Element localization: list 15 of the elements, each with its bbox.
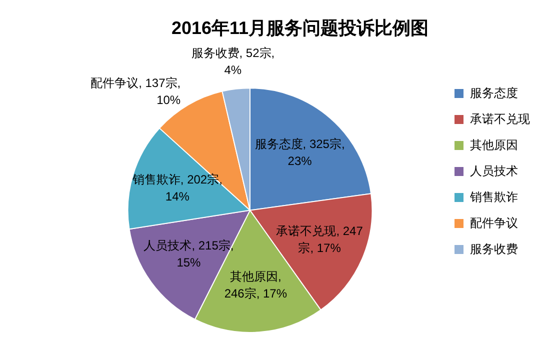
data-label: 服务态度, 325宗, 23%: [254, 137, 345, 168]
chart-title: 2016年11月服务问题投诉比例图: [171, 18, 429, 38]
data-label: 承诺不兑现, 247 宗, 17%: [276, 224, 364, 256]
legend-label: 人员技术: [470, 164, 518, 178]
legend-label: 服务收费: [470, 242, 518, 256]
legend-label: 承诺不兑现: [470, 112, 530, 126]
legend-label: 服务态度: [470, 86, 518, 100]
data-label: 其他原因, 246宗, 17%: [224, 270, 288, 301]
data-label: 服务收费, 52宗, 4%: [191, 46, 275, 78]
legend-label: 其他原因: [470, 138, 518, 152]
legend-label: 销售欺诈: [469, 190, 518, 204]
data-label: 配件争议, 137宗, 10%: [90, 76, 181, 108]
data-label: 销售欺诈, 202宗, 14%: [131, 172, 222, 204]
data-label: 人员技术, 215宗, 15%: [144, 238, 234, 270]
legend-label: 配件争议: [470, 216, 518, 230]
